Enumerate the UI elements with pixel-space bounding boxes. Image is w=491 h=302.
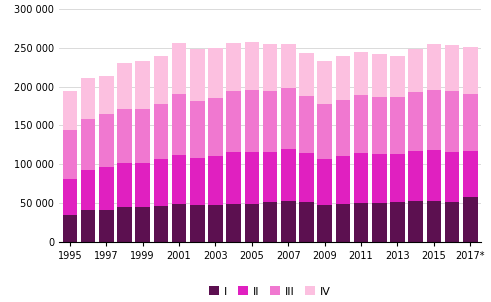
Bar: [190, 205, 205, 242]
Bar: [354, 203, 368, 242]
Bar: [372, 203, 386, 242]
Bar: [190, 101, 205, 158]
Bar: [117, 109, 132, 163]
Bar: [208, 98, 223, 156]
Bar: [299, 53, 314, 96]
Bar: [190, 49, 205, 101]
Bar: [372, 54, 386, 97]
Bar: [226, 43, 241, 91]
Bar: [245, 42, 259, 91]
Bar: [81, 169, 95, 210]
Bar: [117, 163, 132, 207]
Bar: [99, 210, 113, 242]
Bar: [172, 155, 186, 204]
Bar: [154, 206, 168, 242]
Bar: [317, 205, 332, 242]
Bar: [317, 61, 332, 104]
Bar: [335, 56, 350, 100]
Bar: [427, 150, 441, 201]
Bar: [62, 130, 77, 179]
Bar: [409, 49, 423, 92]
Bar: [136, 207, 150, 242]
Bar: [172, 204, 186, 242]
Bar: [409, 151, 423, 201]
Bar: [335, 100, 350, 156]
Bar: [154, 56, 168, 104]
Legend: I, II, III, IV: I, II, III, IV: [205, 282, 335, 301]
Bar: [390, 56, 405, 97]
Bar: [409, 201, 423, 242]
Bar: [317, 159, 332, 205]
Bar: [136, 163, 150, 207]
Bar: [390, 97, 405, 154]
Bar: [263, 91, 277, 152]
Bar: [245, 204, 259, 242]
Bar: [81, 210, 95, 242]
Bar: [463, 151, 478, 198]
Bar: [335, 156, 350, 204]
Bar: [335, 204, 350, 242]
Bar: [62, 91, 77, 130]
Bar: [445, 202, 460, 242]
Bar: [463, 47, 478, 94]
Bar: [117, 63, 132, 109]
Bar: [263, 202, 277, 242]
Bar: [299, 96, 314, 153]
Bar: [154, 104, 168, 159]
Bar: [372, 97, 386, 154]
Bar: [190, 158, 205, 205]
Bar: [62, 215, 77, 242]
Bar: [445, 152, 460, 202]
Bar: [299, 202, 314, 242]
Bar: [354, 52, 368, 95]
Bar: [427, 91, 441, 150]
Bar: [354, 95, 368, 153]
Bar: [208, 156, 223, 205]
Bar: [354, 153, 368, 203]
Bar: [445, 91, 460, 152]
Bar: [154, 159, 168, 206]
Bar: [99, 167, 113, 210]
Bar: [245, 91, 259, 152]
Bar: [81, 119, 95, 169]
Bar: [62, 179, 77, 215]
Bar: [390, 154, 405, 202]
Bar: [263, 152, 277, 202]
Bar: [99, 114, 113, 167]
Bar: [226, 91, 241, 152]
Bar: [409, 92, 423, 151]
Bar: [81, 78, 95, 119]
Bar: [390, 202, 405, 242]
Bar: [445, 46, 460, 91]
Bar: [226, 204, 241, 242]
Bar: [427, 201, 441, 242]
Bar: [372, 154, 386, 203]
Bar: [281, 44, 296, 88]
Bar: [281, 149, 296, 201]
Bar: [463, 198, 478, 242]
Bar: [117, 207, 132, 242]
Bar: [136, 109, 150, 163]
Bar: [208, 48, 223, 98]
Bar: [281, 88, 296, 149]
Bar: [136, 61, 150, 109]
Bar: [99, 76, 113, 114]
Bar: [245, 152, 259, 204]
Bar: [281, 201, 296, 242]
Bar: [208, 205, 223, 242]
Bar: [172, 43, 186, 94]
Bar: [172, 94, 186, 155]
Bar: [463, 94, 478, 151]
Bar: [263, 44, 277, 91]
Bar: [317, 104, 332, 159]
Bar: [299, 153, 314, 202]
Bar: [427, 44, 441, 91]
Bar: [226, 152, 241, 204]
